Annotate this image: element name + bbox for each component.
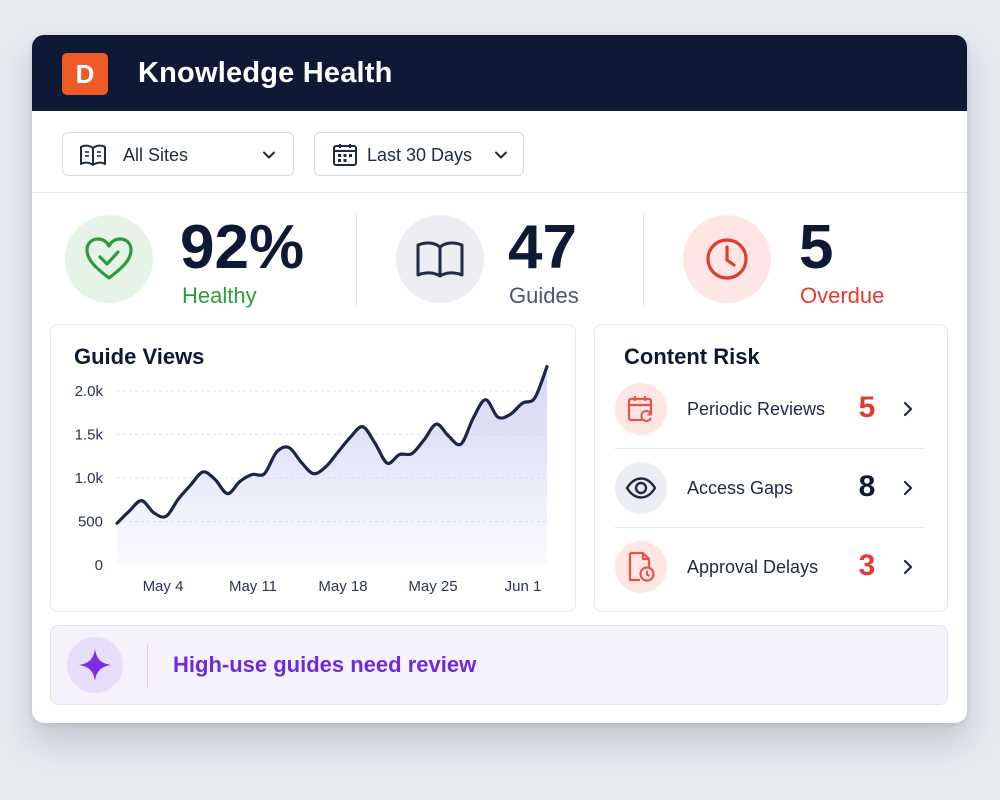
risk-item-count: 8 bbox=[858, 470, 876, 503]
clock-icon bbox=[706, 238, 748, 280]
guide-views-title: Guide Views bbox=[74, 344, 205, 369]
risk-item-access-gaps[interactable]: Access Gaps 8 bbox=[615, 456, 925, 522]
book-open-icon bbox=[80, 144, 106, 166]
guide-views-panel: Guide Views 2.0k 1.5k 1.0k 500 0 May 4 May 11 M… bbox=[50, 324, 576, 612]
risk-item-label: Periodic Reviews bbox=[687, 399, 826, 419]
calendar-refresh-icon bbox=[615, 383, 667, 435]
x-tick-label: May 4 bbox=[143, 578, 184, 595]
overdue-stat-label: Overdue bbox=[800, 283, 885, 308]
risk-item-label: Approval Delays bbox=[687, 557, 819, 577]
chevron-right-icon bbox=[903, 559, 913, 575]
calendar-icon bbox=[333, 144, 357, 166]
title-bar: D Knowledge Health bbox=[32, 35, 967, 111]
insight-banner[interactable]: High-use guides need review bbox=[50, 625, 948, 705]
guides-stat-label: Guides bbox=[509, 283, 579, 308]
date-range-label: Last 30 Days bbox=[367, 145, 473, 165]
x-tick-label: Jun 1 bbox=[505, 578, 542, 595]
risk-item-count: 5 bbox=[858, 391, 876, 424]
risk-item-label: Access Gaps bbox=[687, 478, 794, 498]
risk-divider bbox=[615, 448, 925, 449]
risk-item-count: 3 bbox=[858, 549, 876, 582]
stat-divider bbox=[356, 211, 357, 306]
chevron-down-icon bbox=[495, 151, 507, 159]
healthy-stat-label: Healthy bbox=[182, 283, 257, 308]
chevron-right-icon bbox=[903, 401, 913, 417]
x-tick-label: May 18 bbox=[318, 578, 367, 595]
app-logo[interactable]: D bbox=[62, 53, 108, 95]
eye-icon bbox=[615, 462, 667, 514]
guide-views-chart[interactable]: 2.0k 1.5k 1.0k 500 0 May 4 May 11 May 18 May 25 J… bbox=[51, 325, 575, 611]
risk-item-approval-delays[interactable]: Approval Delays 3 bbox=[615, 535, 925, 601]
guides-stat-icon-circle bbox=[396, 215, 484, 303]
chevron-down-icon bbox=[263, 151, 275, 159]
site-filter-label: All Sites bbox=[123, 145, 189, 165]
page-title: Knowledge Health bbox=[138, 57, 393, 89]
x-tick-label: May 25 bbox=[408, 578, 457, 595]
document-clock-icon bbox=[615, 541, 667, 593]
y-tick-label: 1.0k bbox=[75, 470, 104, 487]
series-line bbox=[115, 365, 549, 525]
heart-check-icon bbox=[85, 237, 133, 280]
stat-divider bbox=[643, 211, 644, 306]
content-risk-panel: Content Risk Periodic Reviews 5 bbox=[594, 324, 948, 612]
site-filter-dropdown[interactable]: All Sites bbox=[62, 132, 294, 176]
overdue-stat-icon-circle bbox=[683, 215, 771, 303]
y-tick-label: 1.5k bbox=[75, 427, 104, 444]
book-icon bbox=[416, 241, 464, 278]
y-tick-label: 500 bbox=[78, 514, 103, 531]
y-tick-label: 2.0k bbox=[75, 383, 104, 400]
risk-item-periodic-reviews[interactable]: Periodic Reviews 5 bbox=[615, 377, 925, 443]
insight-text: High-use guides need review bbox=[173, 652, 477, 677]
risk-divider bbox=[615, 527, 925, 528]
chevron-right-icon bbox=[903, 480, 913, 496]
sparkle-icon bbox=[67, 637, 123, 693]
y-tick-label: 0 bbox=[95, 557, 103, 574]
stats-row: 92% Healthy 47 Guides 5 Overdue bbox=[32, 193, 967, 323]
healthy-stat-icon-circle bbox=[65, 215, 153, 303]
insight-divider bbox=[147, 644, 148, 688]
content-risk-title: Content Risk bbox=[624, 344, 760, 369]
x-tick-label: May 11 bbox=[229, 578, 277, 595]
healthy-stat-value: 92% bbox=[180, 213, 305, 282]
overdue-stat-value: 5 bbox=[799, 213, 834, 282]
date-range-dropdown[interactable]: Last 30 Days bbox=[314, 132, 524, 176]
filter-bar: All Sites Last 30 Days bbox=[32, 111, 967, 193]
guides-stat-value: 47 bbox=[508, 213, 577, 282]
series-area bbox=[117, 366, 547, 565]
dashboard-card: D Knowledge Health All Sites bbox=[32, 35, 967, 723]
